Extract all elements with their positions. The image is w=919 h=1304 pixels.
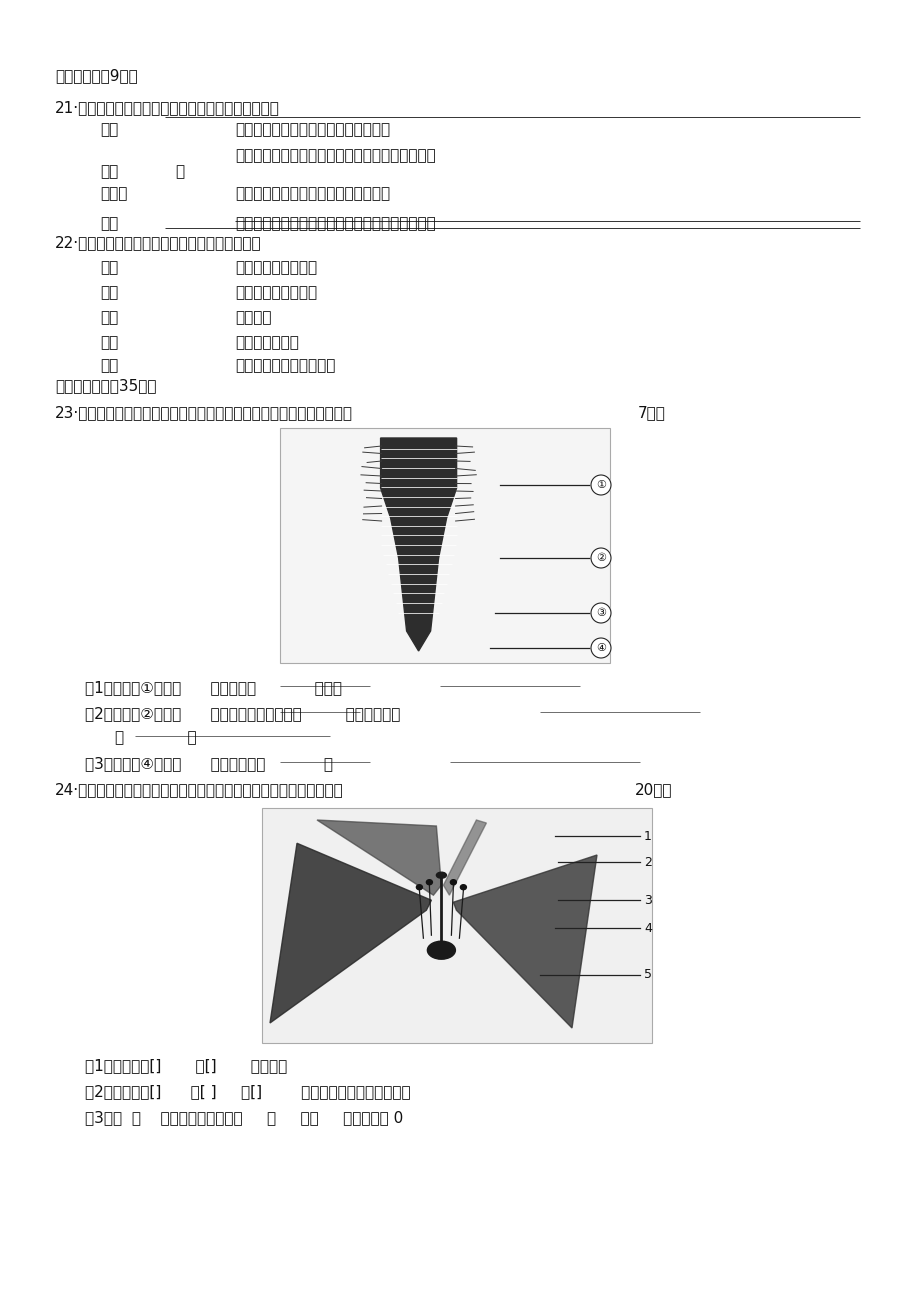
Text: ①: ① xyxy=(596,480,606,490)
Text: （3）图中的④指的是      ，要紧能吸取            。: （3）图中的④指的是 ，要紧能吸取 。 xyxy=(85,756,333,771)
Text: （1）图中的①指的是      ，对根尖有            作用。: （1）图中的①指的是 ，对根尖有 作用。 xyxy=(85,679,342,695)
Text: 20分）: 20分） xyxy=(634,782,672,797)
Ellipse shape xyxy=(425,880,432,884)
Circle shape xyxy=(590,475,610,496)
Circle shape xyxy=(590,638,610,659)
Ellipse shape xyxy=(436,872,446,878)
Text: 4: 4 xyxy=(643,922,652,935)
Polygon shape xyxy=(380,438,456,651)
Text: 7分）: 7分） xyxy=(637,406,665,420)
Ellipse shape xyxy=(450,880,456,884)
Text: 植物: 植物 xyxy=(100,123,119,137)
Bar xyxy=(262,808,652,1043)
Text: 系带: 系带 xyxy=(100,359,119,373)
Text: （1）雄蕊包括[]       和[]       两部分。: （1）雄蕊包括[] 和[] 两部分。 xyxy=(85,1058,287,1073)
Text: 有不完全变态和完全变态两种发育类型: 有不完全变态和完全变态两种发育类型 xyxy=(234,186,390,201)
Text: 殖: 殖 xyxy=(175,164,184,179)
Text: 卵黄: 卵黄 xyxy=(100,286,119,300)
Text: 2: 2 xyxy=(643,855,652,868)
Polygon shape xyxy=(453,855,596,1028)
Text: （3）［  ］    内有胚珠，胚珠内有     。     和口     融合后形成 0: （3）［ ］ 内有胚珠，胚珠内有 。 和口 融合后形成 0 xyxy=(85,1110,403,1125)
Text: ③: ③ xyxy=(596,608,606,618)
Text: 鸟类: 鸟类 xyxy=(100,216,119,231)
Text: 固定作用: 固定作用 xyxy=(234,310,271,325)
Text: 22·请你用直线将鸟卵结构与其对应的功能连起来: 22·请你用直线将鸟卵结构与其对应的功能连起来 xyxy=(55,235,261,250)
Text: 靠             。: 靠 。 xyxy=(115,730,197,745)
Text: 供胚胎发育用的养料: 供胚胎发育用的养料 xyxy=(234,259,317,275)
Text: 二、连线题（9分）: 二、连线题（9分） xyxy=(55,68,138,83)
Text: 24·以下图是花的结构模式图，请依照图中标号所示回答以下和询题（: 24·以下图是花的结构模式图，请依照图中标号所示回答以下和询题（ xyxy=(55,782,344,797)
Polygon shape xyxy=(269,844,431,1024)
Text: 1: 1 xyxy=(643,829,652,842)
Text: 卵白: 卵白 xyxy=(100,310,119,325)
Ellipse shape xyxy=(460,884,466,889)
Polygon shape xyxy=(443,820,486,896)
Circle shape xyxy=(590,602,610,623)
Circle shape xyxy=(590,548,610,569)
Text: 3: 3 xyxy=(643,893,652,906)
Text: 可通过茎、叶等进行无性繁殖，也能够进行有性繁: 可通过茎、叶等进行无性繁殖，也能够进行有性繁 xyxy=(234,147,436,163)
Polygon shape xyxy=(317,820,441,896)
Bar xyxy=(279,428,609,662)
Text: 供胚胎发育的水分和养料: 供胚胎发育的水分和养料 xyxy=(234,359,335,373)
Text: 21·请将以下各类生物和它们的生殖发育特点用线相连: 21·请将以下各类生物和它们的生殖发育特点用线相连 xyxy=(55,100,279,115)
Text: （2）图中的②指的是      。根的伸长一方面依靠         ，另一方面依: （2）图中的②指的是 。根的伸长一方面依靠 ，另一方面依 xyxy=(85,705,400,721)
Text: （2）雌蕊包括[]      、[ ]     和[]        三部分。一朵花里既有雄蕊: （2）雌蕊包括[] 、[ ] 和[] 三部分。一朵花里既有雄蕊 xyxy=(85,1084,410,1099)
Text: 两栀类: 两栀类 xyxy=(100,186,127,201)
Ellipse shape xyxy=(416,884,422,889)
Text: 气室: 气室 xyxy=(100,335,119,349)
Text: 昆虫: 昆虫 xyxy=(100,164,119,179)
Text: 5: 5 xyxy=(643,969,652,982)
Text: 生殖和幼体发育在水中进行，成体可到陆地上生活: 生殖和幼体发育在水中进行，成体可到陆地上生活 xyxy=(234,216,436,231)
Text: 体内受精、卵生，卵表面有坚硬的卵壳: 体内受精、卵生，卵表面有坚硬的卵壳 xyxy=(234,123,390,137)
Text: 供胚胎发育用的氧气: 供胚胎发育用的氧气 xyxy=(234,286,317,300)
Text: 胚盘: 胚盘 xyxy=(100,259,119,275)
Text: 三、识图填空（35分）: 三、识图填空（35分） xyxy=(55,378,156,393)
Ellipse shape xyxy=(427,941,455,960)
Text: 23·以下图是小麦的根尖结构图。请依照图中标号所示回答以下和询题（: 23·以下图是小麦的根尖结构图。请依照图中标号所示回答以下和询题（ xyxy=(55,406,353,420)
Text: 胚胎发育的地点: 胚胎发育的地点 xyxy=(234,335,299,349)
Text: ④: ④ xyxy=(596,643,606,653)
Text: ②: ② xyxy=(596,553,606,563)
